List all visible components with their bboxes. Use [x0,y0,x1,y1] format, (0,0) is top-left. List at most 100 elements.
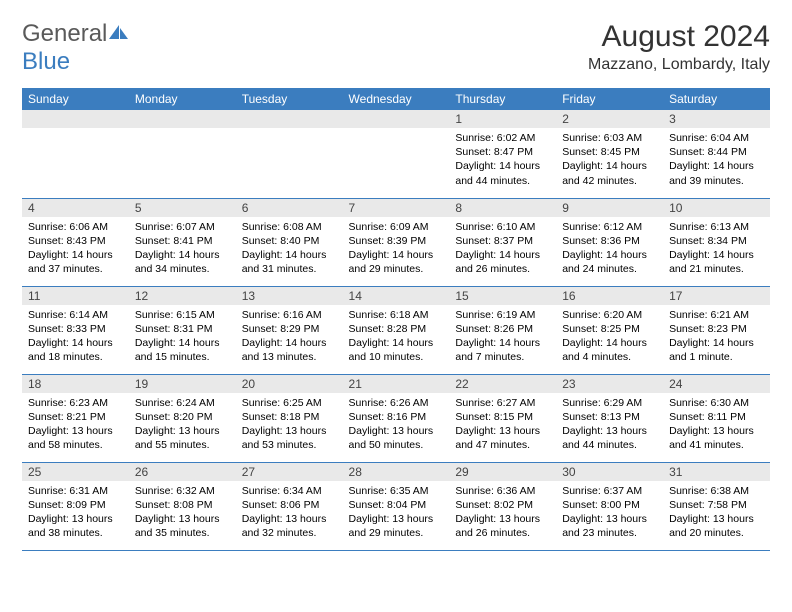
empty-cell [343,110,450,198]
day-cell: 16Sunrise: 6:20 AMSunset: 8:25 PMDayligh… [556,286,663,374]
sunset-line: Sunset: 8:43 PM [28,234,123,248]
day-number: 6 [236,199,343,217]
daylight-line: Daylight: 14 hours and 7 minutes. [455,336,550,364]
daylight-line: Daylight: 13 hours and 23 minutes. [562,512,657,540]
sunrise-line: Sunrise: 6:14 AM [28,308,123,322]
day-header: Saturday [663,88,770,110]
day-details: Sunrise: 6:36 AMSunset: 8:02 PMDaylight:… [449,481,556,547]
day-number: 2 [556,110,663,128]
day-details: Sunrise: 6:24 AMSunset: 8:20 PMDaylight:… [129,393,236,459]
calendar-row: 11Sunrise: 6:14 AMSunset: 8:33 PMDayligh… [22,286,770,374]
day-cell: 18Sunrise: 6:23 AMSunset: 8:21 PMDayligh… [22,374,129,462]
daylight-line: Daylight: 13 hours and 35 minutes. [135,512,230,540]
sunrise-line: Sunrise: 6:21 AM [669,308,764,322]
daylight-line: Daylight: 13 hours and 44 minutes. [562,424,657,452]
daylight-line: Daylight: 14 hours and 44 minutes. [455,159,550,187]
sunrise-line: Sunrise: 6:26 AM [349,396,444,410]
sunrise-line: Sunrise: 6:24 AM [135,396,230,410]
daylight-line: Daylight: 13 hours and 50 minutes. [349,424,444,452]
day-details: Sunrise: 6:08 AMSunset: 8:40 PMDaylight:… [236,217,343,283]
day-cell: 10Sunrise: 6:13 AMSunset: 8:34 PMDayligh… [663,198,770,286]
daylight-line: Daylight: 14 hours and 39 minutes. [669,159,764,187]
daylight-line: Daylight: 14 hours and 42 minutes. [562,159,657,187]
sunrise-line: Sunrise: 6:04 AM [669,131,764,145]
day-details: Sunrise: 6:34 AMSunset: 8:06 PMDaylight:… [236,481,343,547]
daylight-line: Daylight: 13 hours and 29 minutes. [349,512,444,540]
day-details: Sunrise: 6:26 AMSunset: 8:16 PMDaylight:… [343,393,450,459]
day-details: Sunrise: 6:14 AMSunset: 8:33 PMDaylight:… [22,305,129,371]
sunrise-line: Sunrise: 6:16 AM [242,308,337,322]
day-cell: 26Sunrise: 6:32 AMSunset: 8:08 PMDayligh… [129,462,236,550]
day-number [236,110,343,128]
sunset-line: Sunset: 8:13 PM [562,410,657,424]
daylight-line: Daylight: 14 hours and 13 minutes. [242,336,337,364]
day-details: Sunrise: 6:10 AMSunset: 8:37 PMDaylight:… [449,217,556,283]
day-details: Sunrise: 6:23 AMSunset: 8:21 PMDaylight:… [22,393,129,459]
sunset-line: Sunset: 8:16 PM [349,410,444,424]
day-details: Sunrise: 6:27 AMSunset: 8:15 PMDaylight:… [449,393,556,459]
daylight-line: Daylight: 14 hours and 26 minutes. [455,248,550,276]
daylight-line: Daylight: 14 hours and 29 minutes. [349,248,444,276]
calendar-row: 25Sunrise: 6:31 AMSunset: 8:09 PMDayligh… [22,462,770,550]
day-cell: 1Sunrise: 6:02 AMSunset: 8:47 PMDaylight… [449,110,556,198]
sunset-line: Sunset: 8:02 PM [455,498,550,512]
sunrise-line: Sunrise: 6:27 AM [455,396,550,410]
day-number: 26 [129,463,236,481]
day-details: Sunrise: 6:13 AMSunset: 8:34 PMDaylight:… [663,217,770,283]
sunrise-line: Sunrise: 6:13 AM [669,220,764,234]
day-details: Sunrise: 6:20 AMSunset: 8:25 PMDaylight:… [556,305,663,371]
sunset-line: Sunset: 8:23 PM [669,322,764,336]
day-number: 1 [449,110,556,128]
sunrise-line: Sunrise: 6:34 AM [242,484,337,498]
brand-logo: GeneralBlue [22,20,129,76]
day-number: 15 [449,287,556,305]
day-header: Sunday [22,88,129,110]
day-number: 30 [556,463,663,481]
day-header: Thursday [449,88,556,110]
daylight-line: Daylight: 13 hours and 41 minutes. [669,424,764,452]
day-cell: 27Sunrise: 6:34 AMSunset: 8:06 PMDayligh… [236,462,343,550]
daylight-line: Daylight: 13 hours and 53 minutes. [242,424,337,452]
sunrise-line: Sunrise: 6:31 AM [28,484,123,498]
sunset-line: Sunset: 8:15 PM [455,410,550,424]
sunrise-line: Sunrise: 6:19 AM [455,308,550,322]
day-details: Sunrise: 6:12 AMSunset: 8:36 PMDaylight:… [556,217,663,283]
sail-icon [107,20,129,47]
day-details: Sunrise: 6:09 AMSunset: 8:39 PMDaylight:… [343,217,450,283]
sunset-line: Sunset: 8:04 PM [349,498,444,512]
sunrise-line: Sunrise: 6:08 AM [242,220,337,234]
brand-part1: General [22,20,107,47]
sunset-line: Sunset: 8:45 PM [562,145,657,159]
daylight-line: Daylight: 13 hours and 47 minutes. [455,424,550,452]
day-number: 4 [22,199,129,217]
day-number: 28 [343,463,450,481]
day-details: Sunrise: 6:29 AMSunset: 8:13 PMDaylight:… [556,393,663,459]
sunset-line: Sunset: 8:44 PM [669,145,764,159]
sunset-line: Sunset: 8:34 PM [669,234,764,248]
day-cell: 31Sunrise: 6:38 AMSunset: 7:58 PMDayligh… [663,462,770,550]
calendar-row: 18Sunrise: 6:23 AMSunset: 8:21 PMDayligh… [22,374,770,462]
day-cell: 28Sunrise: 6:35 AMSunset: 8:04 PMDayligh… [343,462,450,550]
sunset-line: Sunset: 8:08 PM [135,498,230,512]
day-number: 21 [343,375,450,393]
day-cell: 6Sunrise: 6:08 AMSunset: 8:40 PMDaylight… [236,198,343,286]
day-number: 24 [663,375,770,393]
day-cell: 23Sunrise: 6:29 AMSunset: 8:13 PMDayligh… [556,374,663,462]
sunset-line: Sunset: 8:18 PM [242,410,337,424]
daylight-line: Daylight: 14 hours and 37 minutes. [28,248,123,276]
day-cell: 3Sunrise: 6:04 AMSunset: 8:44 PMDaylight… [663,110,770,198]
day-number: 13 [236,287,343,305]
day-number: 27 [236,463,343,481]
day-details: Sunrise: 6:19 AMSunset: 8:26 PMDaylight:… [449,305,556,371]
day-details: Sunrise: 6:35 AMSunset: 8:04 PMDaylight:… [343,481,450,547]
day-header: Friday [556,88,663,110]
day-cell: 24Sunrise: 6:30 AMSunset: 8:11 PMDayligh… [663,374,770,462]
brand-text: GeneralBlue [22,20,129,76]
day-cell: 17Sunrise: 6:21 AMSunset: 8:23 PMDayligh… [663,286,770,374]
day-number: 14 [343,287,450,305]
empty-cell [22,110,129,198]
sunrise-line: Sunrise: 6:20 AM [562,308,657,322]
sunset-line: Sunset: 8:33 PM [28,322,123,336]
daylight-line: Daylight: 14 hours and 24 minutes. [562,248,657,276]
day-cell: 22Sunrise: 6:27 AMSunset: 8:15 PMDayligh… [449,374,556,462]
